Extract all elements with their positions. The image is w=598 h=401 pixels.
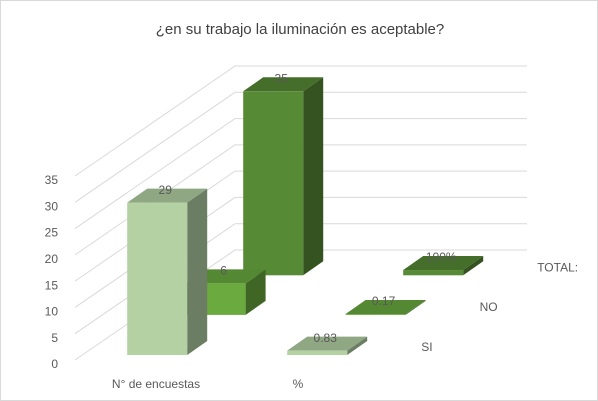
bar-side <box>245 269 266 315</box>
data-label: 29 <box>159 183 173 197</box>
bar-face <box>345 314 406 315</box>
grid-line <box>74 65 527 177</box>
x-tick-label: N° de encuestas <box>112 377 200 391</box>
y-tick-label: 15 <box>45 278 59 292</box>
bar-side <box>187 188 208 356</box>
data-label: 0.17 <box>372 294 396 308</box>
data-label: 0.83 <box>314 331 338 345</box>
y-tick-label: 5 <box>51 331 58 345</box>
bar-side <box>347 336 368 356</box>
bar-top <box>243 77 324 92</box>
bar-side <box>463 256 484 276</box>
bar-side <box>303 77 324 276</box>
bar <box>403 256 484 276</box>
bar-face <box>403 270 464 276</box>
series-label: TOTAL: <box>537 260 578 274</box>
data-label: 35 <box>275 71 289 85</box>
y-tick-label: 35 <box>45 173 59 187</box>
y-tick-label: 30 <box>45 199 59 213</box>
bar-top <box>127 188 208 203</box>
grid-line <box>74 91 527 203</box>
series-label: SI <box>421 340 432 354</box>
bar-face <box>287 350 348 356</box>
y-tick-label: 0 <box>51 357 58 371</box>
bar <box>345 300 426 315</box>
bar-top <box>287 336 368 351</box>
y-tick-label: 10 <box>45 305 59 319</box>
data-label: 6 <box>220 264 227 278</box>
y-tick-label: 25 <box>45 226 59 240</box>
grid-line <box>74 118 527 229</box>
y-tick-label: 20 <box>45 252 59 266</box>
bar-top <box>403 256 484 271</box>
bar <box>287 336 368 356</box>
data-label: 100% <box>426 250 457 264</box>
bar-face <box>243 91 304 276</box>
bar-face <box>127 202 188 356</box>
bar <box>127 188 208 356</box>
x-tick-label: % <box>293 377 304 391</box>
chart-title: ¿en su trabajo la iluminación es aceptab… <box>156 21 445 38</box>
bar <box>243 77 324 276</box>
bar-top <box>345 300 426 315</box>
bar-side <box>405 300 426 315</box>
series-label: NO <box>480 300 498 314</box>
